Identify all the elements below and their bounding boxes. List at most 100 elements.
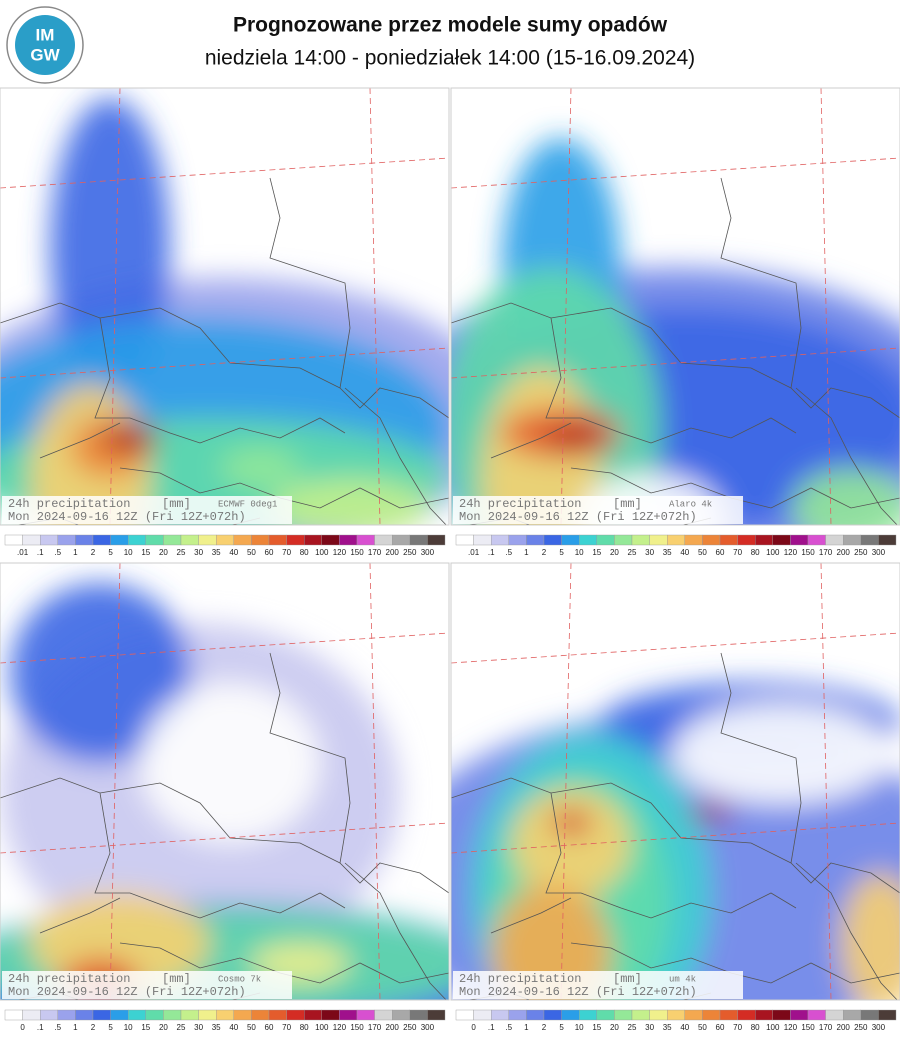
colorbar-label: 30 xyxy=(194,1023,203,1032)
colorbar-swatch xyxy=(163,1009,182,1021)
caption-model: ECMWF 0deg1 xyxy=(218,499,277,509)
colorbar-label: 250 xyxy=(854,548,868,557)
colorbar-label: 10 xyxy=(124,1023,133,1032)
colorbar-label: 70 xyxy=(733,1023,742,1032)
colorbar-label: 100 xyxy=(315,548,329,557)
colorbar-swatch xyxy=(304,1009,323,1021)
caption-variable: 24h precipitation xyxy=(459,497,581,511)
colorbar-swatch xyxy=(22,1009,41,1021)
graticule xyxy=(560,88,572,525)
caption-variable: 24h precipitation xyxy=(8,972,130,986)
colorbar-swatch xyxy=(268,534,287,546)
title: Prognozowane przez modele sumy opadów xyxy=(233,14,668,37)
colorbar-swatch xyxy=(666,1009,685,1021)
colorbar-swatch xyxy=(75,1009,94,1021)
colorbar-swatch xyxy=(473,1009,492,1021)
colorbar-swatch xyxy=(772,1009,791,1021)
colorbar-swatch xyxy=(409,534,428,546)
colorbar-label: 300 xyxy=(421,548,435,557)
precipitation-area xyxy=(546,426,606,450)
country-border xyxy=(795,387,898,525)
colorbar-swatch xyxy=(825,1009,844,1021)
colorbar-label: 60 xyxy=(265,1023,274,1032)
colorbar-swatch xyxy=(427,534,446,546)
graticule xyxy=(109,563,121,1000)
colorbar-swatch xyxy=(684,1009,703,1021)
colorbar-swatch xyxy=(40,1009,59,1021)
graticule xyxy=(820,88,832,525)
colorbar-swatch xyxy=(737,1009,756,1021)
colorbar-label: 150 xyxy=(350,1023,364,1032)
colorbar-label: 70 xyxy=(282,548,291,557)
colorbar-label: 30 xyxy=(645,1023,654,1032)
colorbar-label: 80 xyxy=(751,1023,760,1032)
colorbar-swatch xyxy=(145,534,164,546)
colorbar-swatch xyxy=(508,1009,527,1021)
colorbar-swatch xyxy=(392,1009,411,1021)
graticule xyxy=(451,632,900,664)
colorbar-label: 70 xyxy=(282,1023,291,1032)
graticule xyxy=(0,822,449,854)
colorbar-label: 2 xyxy=(91,1023,96,1032)
map-frame xyxy=(450,562,900,1001)
colorbar-swatch xyxy=(339,534,358,546)
colorbar-swatch xyxy=(614,1009,633,1021)
colorbar-swatch xyxy=(561,534,580,546)
colorbar-label: 20 xyxy=(159,548,168,557)
colorbar-label: 120 xyxy=(784,1023,798,1032)
colorbar-swatch xyxy=(110,534,129,546)
colorbar-swatch xyxy=(57,1009,76,1021)
colorbar-swatch xyxy=(286,534,305,546)
colorbar-swatch xyxy=(860,1009,879,1021)
colorbar-label: 20 xyxy=(159,1023,168,1032)
colorbar-swatch xyxy=(649,1009,668,1021)
colorbar-label: 40 xyxy=(229,1023,238,1032)
colorbar: .01.1.5 1 2 5 10 15 20 25 30 35 40 50 60 70 80 100 120 15… xyxy=(455,534,897,557)
colorbar-swatch xyxy=(427,1009,446,1021)
colorbar-label: 250 xyxy=(854,1023,868,1032)
subtitle: niedziela 14:00 - poniedziałek 14:00 (15… xyxy=(205,47,695,70)
colorbar-label: 1 xyxy=(524,548,529,557)
colorbar-swatch xyxy=(409,1009,428,1021)
colorbar-swatch xyxy=(596,534,615,546)
graticule xyxy=(451,157,900,189)
caption-variable: 24h precipitation xyxy=(8,497,130,511)
colorbar-swatch xyxy=(92,1009,111,1021)
graticule xyxy=(451,822,900,854)
precipitation-area xyxy=(841,873,900,1000)
colorbar-label: 35 xyxy=(663,1023,672,1032)
precipitation-area xyxy=(140,683,320,843)
country-border xyxy=(269,177,351,389)
colorbar-label: .5 xyxy=(505,548,512,557)
caption-valid: Mon 2024-09-16 12Z (Fri 12Z+072h) xyxy=(8,985,246,999)
colorbar-swatch xyxy=(737,534,756,546)
colorbar-label: 300 xyxy=(872,1023,886,1032)
colorbar-swatch xyxy=(374,534,393,546)
colorbar-swatch xyxy=(825,534,844,546)
colorbar-label: 0 xyxy=(20,1023,25,1032)
colorbar-label: .1 xyxy=(488,548,495,557)
colorbar-swatch xyxy=(755,1009,774,1021)
caption-variable: 24h precipitation xyxy=(459,972,581,986)
colorbar-label: 250 xyxy=(403,1023,417,1032)
colorbar-swatch xyxy=(251,534,270,546)
country-border xyxy=(269,652,351,864)
colorbar-label: 200 xyxy=(837,548,851,557)
colorbar-label: 200 xyxy=(837,1023,851,1032)
colorbar-label: 15 xyxy=(592,1023,601,1032)
graticule xyxy=(369,563,381,1000)
colorbar-label: 5 xyxy=(108,548,113,557)
colorbar-label: 50 xyxy=(698,548,707,557)
colorbar-label: 1 xyxy=(73,548,78,557)
colorbar-label: .1 xyxy=(37,1023,44,1032)
precipitation-area xyxy=(491,883,611,1000)
colorbar-swatch xyxy=(790,534,809,546)
colorbar-label: 15 xyxy=(141,1023,150,1032)
colorbar-swatch xyxy=(702,1009,721,1021)
colorbar-label: 200 xyxy=(386,1023,400,1032)
colorbar-label: 200 xyxy=(386,548,400,557)
precipitation-area xyxy=(220,448,300,488)
